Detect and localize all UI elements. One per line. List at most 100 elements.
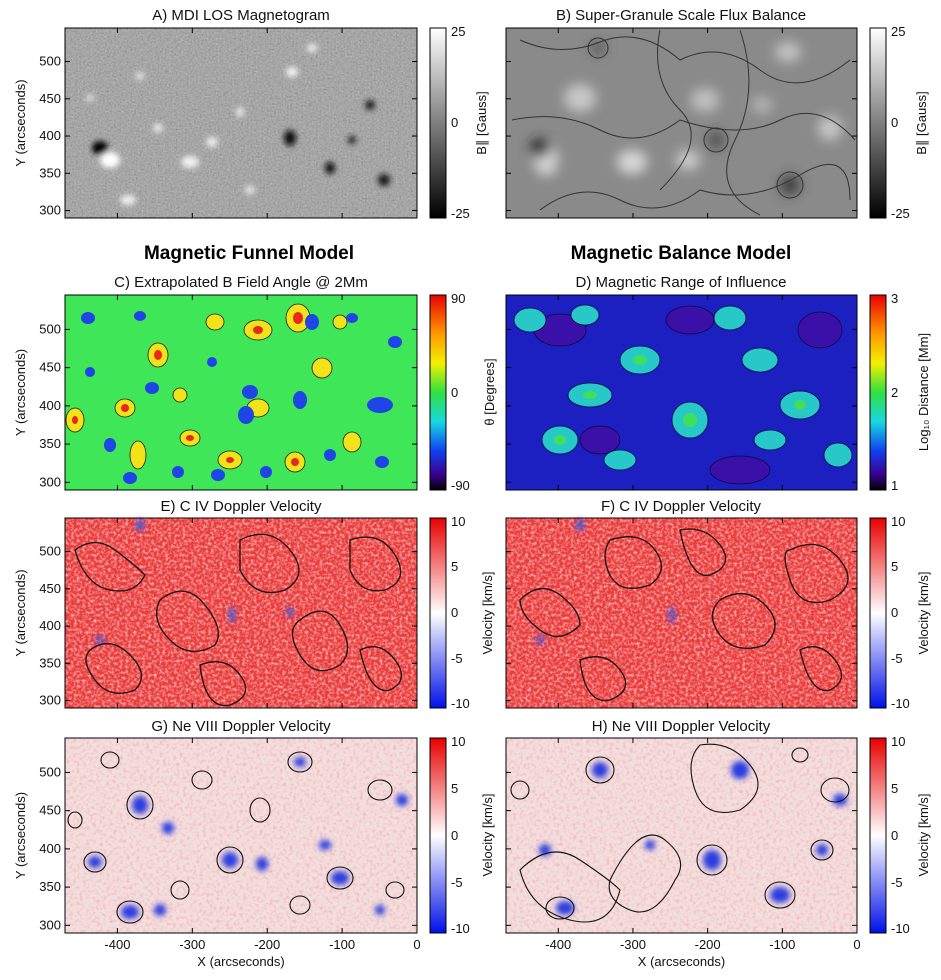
panel-title: B) Super-Granule Scale Flux Balance — [556, 7, 806, 24]
contour-line — [545, 896, 575, 920]
field-patch — [238, 406, 254, 424]
contour-line — [519, 588, 581, 637]
colorbar-tick-label: 2 — [891, 385, 898, 400]
blueshift-patch — [669, 607, 675, 623]
flux-element — [206, 137, 218, 147]
y-tick-label: 350 — [39, 165, 61, 180]
field-core — [121, 404, 129, 412]
contour-line — [711, 593, 776, 649]
y-tick-label: 400 — [39, 128, 61, 143]
colorbar-tick-label: 3 — [891, 291, 898, 306]
colorbar-tick-label: 1 — [891, 478, 898, 493]
field-patch — [129, 440, 147, 470]
colorbar-tick-label: -90 — [451, 478, 470, 493]
blueshift-patch — [154, 904, 166, 916]
influence-cell — [603, 449, 637, 471]
flux-element — [307, 44, 317, 52]
influence-cell — [709, 455, 771, 485]
flux-element — [236, 107, 244, 117]
field-core — [293, 312, 303, 324]
contour-line — [199, 661, 247, 707]
colorbar-tick-label: 90 — [451, 291, 465, 306]
colorbar-tick-label: 25 — [451, 24, 465, 39]
y-tick-label: 400 — [39, 841, 61, 856]
panel-title: E) C IV Doppler Velocity — [161, 498, 322, 515]
network-contours — [67, 751, 405, 924]
blueshift-patch — [256, 857, 268, 871]
contour-line — [810, 839, 834, 861]
blueshift-patch — [375, 905, 385, 915]
field-patch — [134, 311, 146, 321]
blue-shifts — [88, 757, 408, 919]
influence-core — [554, 435, 566, 445]
blueshift-patch — [294, 757, 306, 767]
contour-line — [604, 536, 662, 589]
blueshift-patch — [286, 608, 294, 616]
contour-line — [67, 811, 83, 829]
flux-patch — [752, 97, 772, 113]
contour-line — [367, 779, 393, 801]
influence-cell — [823, 442, 853, 468]
flux-element — [92, 141, 108, 155]
contour-line — [291, 610, 349, 672]
field-core — [253, 326, 263, 334]
flux-element — [348, 136, 356, 144]
flux-element — [378, 174, 390, 186]
panel-title: C) Extrapolated B Field Angle @ 2Mm — [114, 274, 368, 291]
contour-line — [116, 900, 144, 924]
panel-c: C) Extrapolated B Field Angle @ 2Mm — [64, 274, 497, 493]
influence-core — [633, 355, 647, 365]
y-tick-label: 400 — [39, 398, 61, 413]
contour-line — [690, 743, 759, 814]
contour-line — [326, 866, 354, 890]
blueshift-patch — [88, 856, 102, 868]
noise-texture — [506, 518, 857, 708]
field-patch — [81, 312, 95, 324]
field-patch — [332, 314, 348, 330]
field-patch — [324, 449, 336, 461]
contour-line — [799, 646, 842, 692]
colorbar — [429, 27, 447, 219]
colorbar-tick-label: -5 — [451, 875, 463, 890]
blueshift-patch — [576, 519, 584, 531]
flux-element — [325, 162, 335, 174]
colorbar-tick-label: 10 — [451, 514, 465, 529]
flux-element — [136, 72, 144, 80]
panel-title: D) Magnetic Range of Influence — [576, 274, 787, 291]
x-tick-label: -300 — [620, 937, 646, 952]
colorbar-tick-label: 5 — [891, 781, 898, 796]
field-patch — [260, 466, 272, 478]
noise-texture — [506, 738, 857, 933]
flux-element — [153, 124, 163, 132]
colorbar-tick-label: 0 — [451, 115, 458, 130]
colorbar-tick-label: 0 — [451, 605, 458, 620]
panel-title: F) C IV Doppler Velocity — [601, 498, 762, 515]
x-tick-label: -400 — [545, 937, 571, 952]
influence-cell — [753, 429, 787, 451]
network-contours — [510, 743, 850, 923]
panel-h: H) Ne VIII Doppler Velocity — [505, 718, 931, 936]
blueshift-patch — [136, 519, 144, 531]
colorbar-tick-label: -25 — [891, 206, 910, 221]
x-tick-label: -400 — [104, 937, 130, 952]
y-tick-label: 450 — [39, 360, 61, 375]
contour-line — [764, 881, 796, 909]
network-contours — [519, 528, 849, 702]
colorbar — [869, 737, 887, 934]
flux-patch — [818, 116, 842, 140]
field-patch — [305, 314, 319, 330]
influence-core — [583, 391, 597, 399]
noise-texture — [65, 738, 417, 933]
blueshift-patch — [222, 852, 238, 868]
flux-patch — [676, 150, 700, 170]
y-tick-label: 500 — [39, 321, 61, 336]
flux-patch — [691, 88, 719, 112]
colorbar-label: Velocity [km/s] — [916, 571, 931, 654]
colorbar-tick-label: 0 — [891, 828, 898, 843]
influence-core — [683, 413, 697, 427]
contour-line — [74, 541, 146, 592]
colorbar-tick-label: 10 — [451, 734, 465, 749]
x-tick-label: -300 — [179, 937, 205, 952]
field-patch — [123, 472, 137, 484]
contour-line — [657, 29, 692, 191]
